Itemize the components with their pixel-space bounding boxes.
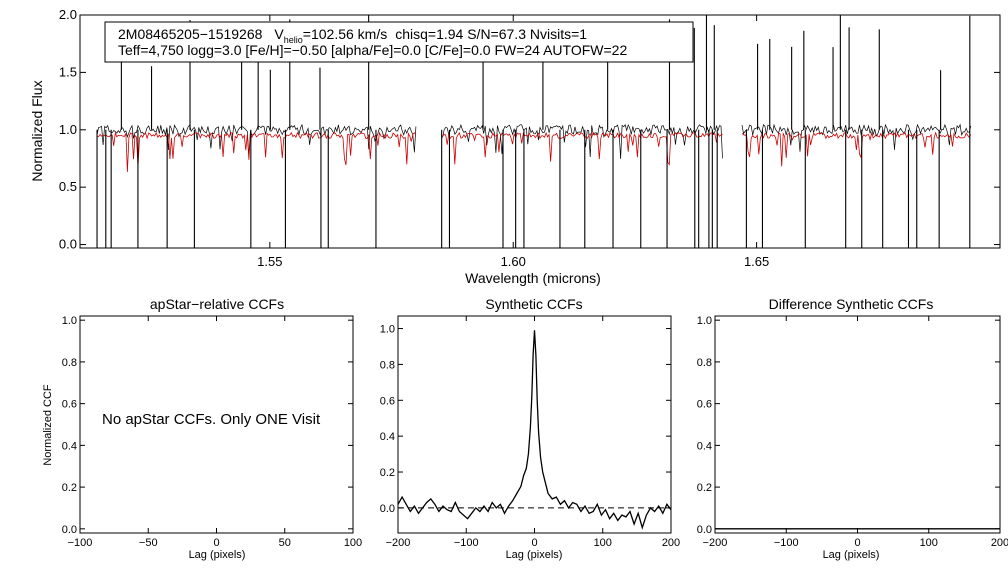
y-tick-label: 0.4 [380,431,395,443]
synthetic-plot-area [397,330,672,530]
synthetic-title: Synthetic CCFs [485,296,582,312]
legend-box [104,21,694,63]
observed-spectrum-line [96,123,417,156]
spectrum-panel: 1.55 1.60 1.65 0.0 0.5 1.0 1.5 2.0 Wavelength (… [29,7,1001,286]
spectrum-plot-area [96,15,972,248]
observed-spectrum-line [442,123,723,159]
x-tick-label: 1.60 [501,254,526,269]
legend-line-2: Teff=4,750 logg=3.0 [Fe/H]=−0.50 [alpha/… [118,42,627,58]
y-tick-label: 2.0 [59,7,77,22]
x-tick-label: 200 [662,537,680,549]
x-tick-label: −200 [703,537,728,549]
synthetic-ccf-line [397,330,672,530]
apstar-axes: −100 −50 0 50 100 0.0 0.2 0.4 0.6 0.8 1.0 [62,315,362,549]
y-tick-label: 1.5 [59,64,77,79]
y-tick-label: 0.6 [697,399,712,411]
difference-ccf-panel: Difference Synthetic CCFs −200 −100 0 100 20… [697,296,1008,561]
legend-star-id: 2M08465205−1519268 [118,26,263,42]
apstar-y-label: Normalized CCF [42,384,54,466]
y-tick-label: 0.8 [380,359,395,371]
spectrum-lines [96,15,972,248]
y-tick-label: 0.6 [62,399,77,411]
x-tick-label: −50 [139,537,158,549]
spectrum-frame [79,14,1001,249]
y-tick-label: 1.0 [697,315,712,327]
difference-x-label: Lag (pixels) [823,549,880,561]
x-tick-label: 0 [854,537,860,549]
x-tick-label: 100 [920,537,938,549]
y-tick-label: 0.2 [380,467,395,479]
spectrum-legend: 2M08465205−1519268 Vhelio=102.56 km/s chis… [104,21,694,63]
spectrum-x-label: Wavelength (microns) [465,270,601,286]
x-tick-label: −100 [454,537,479,549]
model-spectrum-line [442,131,723,166]
legend-v-sub: helio [284,35,303,45]
x-tick-label: 0 [213,537,219,549]
y-tick-label: 0.6 [380,395,395,407]
y-tick-label: 0.0 [697,524,712,536]
x-tick-label: 200 [991,537,1008,549]
apstar-title: apStar−relative CCFs [150,296,284,312]
legend-v-value: =102.56 km/s [303,26,387,42]
x-tick-label: 0 [531,537,537,549]
x-tick-label: −200 [386,537,411,549]
legend-line-1: 2M08465205−1519268 Vhelio=102.56 km/s chis… [118,26,587,45]
y-tick-label: 0.5 [59,179,77,194]
synthetic-axes: −200 −100 0 100 200 0.0 0.2 0.4 0.6 0.8 1.0 [380,316,680,549]
x-tick-label: 1.55 [257,254,282,269]
y-tick-label: 0.8 [62,357,77,369]
synthetic-frame [397,315,672,534]
y-tick-label: 0.4 [62,440,77,452]
x-tick-label: 1.65 [744,254,769,269]
observed-spectrum-line [741,123,972,152]
x-tick-label: 50 [279,537,291,549]
apstar-ccf-panel: apStar−relative CCFs −100 −50 0 50 100 0.0 0.2… [42,296,362,561]
y-tick-label: 0.4 [697,440,712,452]
difference-axes: −200 −100 0 100 200 0.0 0.2 0.4 0.6 0.8 1.0 [697,315,1008,549]
apstar-annotation: No apStar CCFs. Only ONE Visit [102,411,321,428]
x-tick-label: −100 [68,537,93,549]
y-tick-label: 0.0 [380,503,395,515]
y-tick-label: 1.0 [59,122,77,137]
y-tick-label: 0.2 [62,482,77,494]
spectrum-axes: 1.55 1.60 1.65 0.0 0.5 1.0 1.5 2.0 [59,7,1000,269]
synthetic-x-label: Lag (pixels) [506,549,563,561]
legend-rest: chisq=1.94 S/N=67.3 Nvisits=1 [395,26,587,42]
x-tick-label: 100 [594,537,612,549]
y-tick-label: 0.0 [59,237,77,252]
legend-v-prefix: V [274,26,284,42]
y-tick-label: 0.0 [62,524,77,536]
model-spectrum-line [96,131,417,172]
x-tick-label: 100 [344,537,362,549]
difference-frame [714,315,1001,534]
synthetic-ccf-panel: Synthetic CCFs −200 −100 0 100 200 0.0 0.2 0.4 0… [380,296,680,561]
y-tick-label: 1.0 [380,324,395,336]
y-tick-label: 0.2 [697,482,712,494]
apstar-x-label: Lag (pixels) [189,549,246,561]
x-tick-label: −100 [774,537,799,549]
model-spectrum-line [741,131,972,167]
difference-title: Difference Synthetic CCFs [769,296,934,312]
y-tick-label: 0.8 [697,357,712,369]
y-tick-label: 1.0 [62,315,77,327]
spectrum-y-label: Normalized Flux [29,80,45,181]
